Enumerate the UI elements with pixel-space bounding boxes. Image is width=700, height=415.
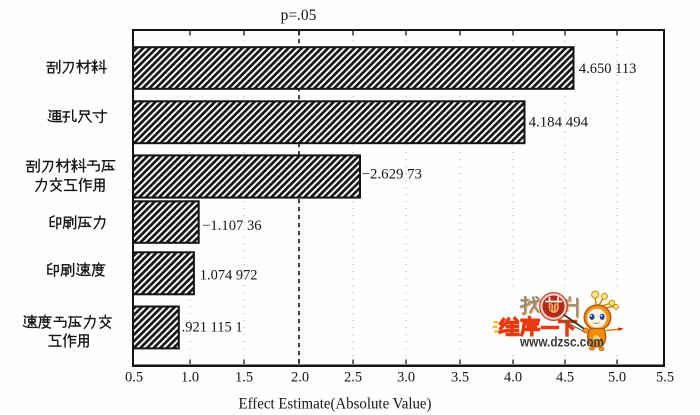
svg-text:3.0: 3.0	[397, 370, 415, 386]
svg-text:Effect Estimate(Absolute Value: Effect Estimate(Absolute Value)	[239, 396, 432, 413]
svg-text:3.5: 3.5	[451, 370, 469, 386]
svg-text:4.650 113: 4.650 113	[579, 61, 637, 77]
svg-text:.921 115 1: .921 115 1	[182, 319, 243, 335]
svg-text:www.dzsc.com: www.dzsc.com	[519, 334, 604, 349]
svg-text:0.5: 0.5	[125, 370, 143, 386]
svg-text:4.184 494: 4.184 494	[529, 115, 589, 131]
svg-text:1.074 972: 1.074 972	[200, 267, 258, 283]
svg-text:p=.05: p=.05	[281, 7, 317, 24]
svg-text:−1.107 36: −1.107 36	[202, 218, 261, 234]
svg-text:4.5: 4.5	[556, 370, 574, 386]
svg-text:5.5: 5.5	[656, 370, 674, 386]
svg-text:5.0: 5.0	[608, 370, 626, 386]
svg-text:1.5: 1.5	[235, 370, 253, 386]
svg-text:−2.629 73: −2.629 73	[362, 166, 422, 182]
svg-text:1.0: 1.0	[181, 370, 199, 386]
svg-text:2.0: 2.0	[291, 370, 309, 386]
svg-text:2.5: 2.5	[344, 370, 362, 386]
svg-text:4.0: 4.0	[504, 370, 522, 386]
